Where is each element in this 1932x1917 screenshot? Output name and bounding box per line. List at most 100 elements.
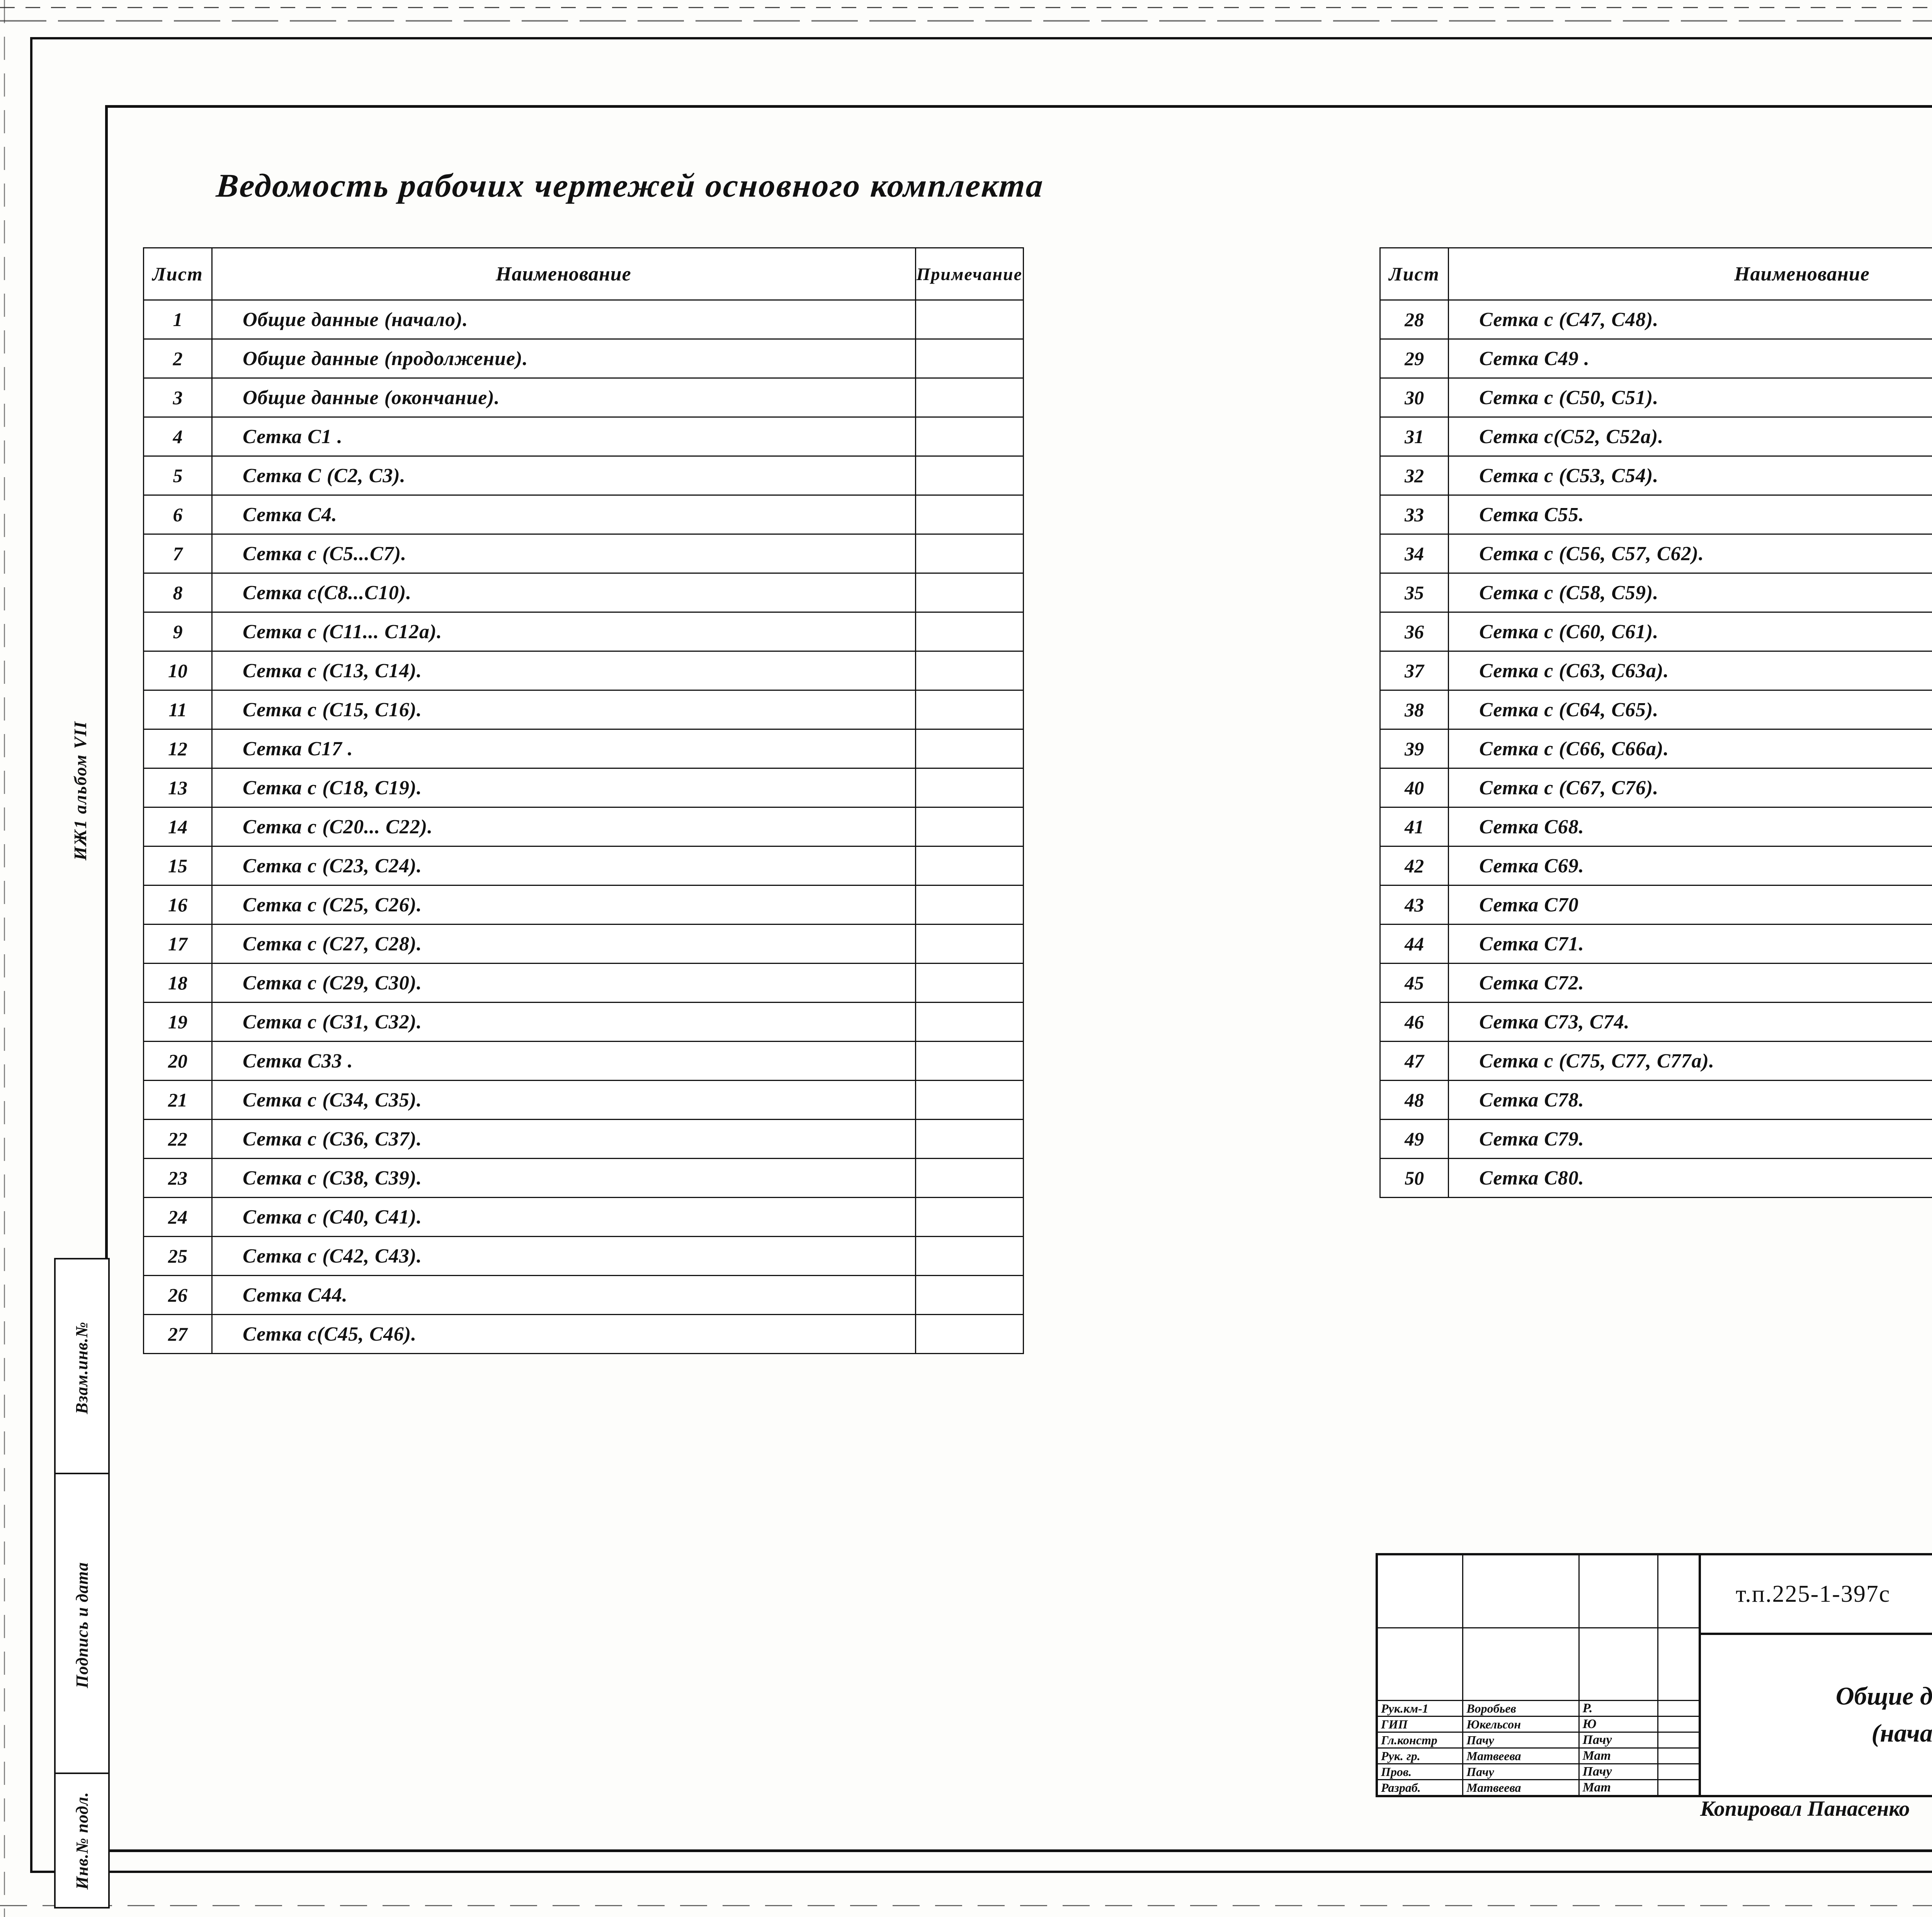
copied-by-label: Копировал Панасенко	[1700, 1797, 1910, 1821]
row-drawing-name: Сетка с (С64, С65).	[1448, 690, 1932, 730]
table-row: 43 Сетка С70	[1379, 885, 1932, 925]
row-list-number: 17	[143, 924, 213, 964]
table-row: 27 Сетка с(С45, С46).	[143, 1314, 1024, 1354]
row-list-number: 10	[143, 651, 213, 691]
row-drawing-name: Сетка с (С67, С76).	[1448, 768, 1932, 808]
row-drawing-name: Общие данные (окончание).	[211, 377, 916, 418]
row-list-number: 7	[143, 534, 213, 574]
table-row: 49 Сетка С79.	[1379, 1119, 1932, 1159]
table-row: 19 Сетка с (С31, С32).	[143, 1002, 1024, 1042]
scan-edge-top	[0, 7, 1932, 8]
scan-edge-top-2	[0, 20, 1932, 22]
row-drawing-name: Сетка с (С31, С32).	[211, 1002, 916, 1042]
margin-cell-inv: Инв.№ подл.	[54, 1773, 110, 1909]
signature-date	[1658, 1701, 1699, 1716]
signature-date	[1658, 1733, 1699, 1747]
sheet-name-line2: (начало)	[1871, 1719, 1932, 1747]
table-row: 37 Сетка с (С63, С63а).	[1379, 651, 1932, 691]
table-row: 45 Сетка С72.	[1379, 963, 1932, 1003]
row-list-number: 46	[1379, 1002, 1449, 1042]
signature-role: ГИП	[1378, 1717, 1464, 1732]
signature-mark: Ю	[1580, 1717, 1658, 1732]
row-drawing-name: Сетка с (С42, С43).	[211, 1236, 916, 1276]
row-list-number: 36	[1379, 612, 1449, 652]
row-drawing-name: Сетка с (С23, С24).	[211, 846, 916, 886]
drawing-list-table-left: Лист Наименование Примечание 1 Общие данн…	[143, 247, 1024, 1354]
table-row: 7 Сетка с (С5...С7).	[143, 534, 1024, 574]
table-row: 48 Сетка С78.	[1379, 1080, 1932, 1120]
sig-role-blank	[1378, 1555, 1464, 1627]
row-drawing-name: Сетка С44.	[211, 1275, 916, 1315]
table-row: 44 Сетка С71.	[1379, 924, 1932, 964]
row-drawing-name: Сетка с (С40, С41).	[211, 1197, 916, 1237]
row-drawing-name: Сетка с (С25, С26).	[211, 885, 916, 925]
row-list-number: 39	[1379, 729, 1449, 769]
sheet-outer-frame	[30, 37, 1932, 1873]
row-drawing-name: Сетка с (С20... С22).	[211, 807, 916, 847]
table-row: 26 Сетка С44.	[143, 1275, 1024, 1315]
signature-person-name: Пачу	[1463, 1764, 1580, 1779]
row-note	[915, 768, 1024, 808]
table-row: 50 Сетка С80.	[1379, 1158, 1932, 1198]
row-list-number: 26	[143, 1275, 213, 1315]
table-row: 21 Сетка с (С34, С35).	[143, 1080, 1024, 1120]
table-row: 16 Сетка с (С25, С26).	[143, 885, 1024, 925]
row-list-number: 9	[143, 612, 213, 652]
row-drawing-name: Общие данные (начало).	[211, 299, 916, 340]
signature-mark: Пачу	[1580, 1733, 1658, 1747]
table-row: 17 Сетка с (С27, С28).	[143, 924, 1024, 964]
sig-sign-blank	[1580, 1555, 1658, 1627]
signature-mark: Р.	[1580, 1701, 1658, 1716]
row-list-number: 38	[1379, 690, 1449, 730]
row-drawing-name: Сетка С33 .	[211, 1041, 916, 1081]
row-drawing-name: Сетка с(С52, С52а).	[1448, 416, 1932, 457]
table-row: 23 Сетка с (С38, С39).	[143, 1158, 1024, 1198]
row-list-number: 1	[143, 299, 213, 340]
table-row: 22 Сетка с (С36, С37).	[143, 1119, 1024, 1159]
signature-person-name: Матвеева	[1463, 1780, 1580, 1795]
row-drawing-name: Сетка с (С66, С66а).	[1448, 729, 1932, 769]
signature-role: Рук. гр.	[1378, 1749, 1464, 1763]
row-drawing-name: Сетка с (С29, С30).	[211, 963, 916, 1003]
sig-date-blank	[1658, 1628, 1699, 1700]
header-list: Лист	[1379, 247, 1449, 301]
row-drawing-name: Сетка с (С5...С7).	[211, 534, 916, 574]
row-list-number: 16	[143, 885, 213, 925]
left-margin-strip: ИЖ1 альбом VII Взам.инв.№ Подпись и дата…	[54, 37, 110, 1909]
row-note	[915, 1119, 1024, 1159]
row-drawing-name: Сетка с (С50, С51).	[1448, 377, 1932, 418]
row-list-number: 5	[143, 455, 213, 496]
page-title: Ведомость рабочих чертежей основного ком…	[215, 167, 1045, 204]
row-drawing-name: Сетка с (С75, С77, С77а).	[1448, 1041, 1932, 1081]
row-drawing-name: Сетка с (С34, С35).	[211, 1080, 916, 1120]
row-drawing-name: Сетка С17 .	[211, 729, 916, 769]
row-note	[915, 807, 1024, 847]
row-note	[915, 455, 1024, 496]
row-drawing-name: Сетка с (С27, С28).	[211, 924, 916, 964]
row-drawing-name: Сетка С72.	[1448, 963, 1932, 1003]
row-note	[915, 1080, 1024, 1120]
row-drawing-name: Сетка С69.	[1448, 846, 1932, 886]
row-list-number: 8	[143, 573, 213, 613]
row-note	[915, 495, 1024, 535]
row-list-number: 28	[1379, 299, 1449, 340]
row-list-number: 19	[143, 1002, 213, 1042]
row-drawing-name: Сетка С49 .	[1448, 338, 1932, 379]
row-list-number: 18	[143, 963, 213, 1003]
row-note	[915, 416, 1024, 457]
table-row: 6 Сетка С4.	[143, 495, 1024, 535]
table-row: 9 Сетка с (С11... С12а).	[143, 612, 1024, 652]
row-note	[915, 1041, 1024, 1081]
row-drawing-name: Общие данные (продолжение).	[211, 338, 916, 379]
table-row: 39 Сетка с (С66, С66а).	[1379, 729, 1932, 769]
table-row: 31 Сетка с(С52, С52а).	[1379, 416, 1932, 457]
sheet-name: Общие данные (начало)	[1701, 1635, 1932, 1795]
signature-row: Рук.км-1 Воробьев Р.	[1378, 1701, 1699, 1717]
signature-role: Гл.констр	[1378, 1733, 1464, 1747]
row-list-number: 37	[1379, 651, 1449, 691]
row-list-number: 30	[1379, 377, 1449, 418]
row-list-number: 25	[143, 1236, 213, 1276]
row-list-number: 15	[143, 846, 213, 886]
signature-mark: Мат	[1580, 1749, 1658, 1763]
